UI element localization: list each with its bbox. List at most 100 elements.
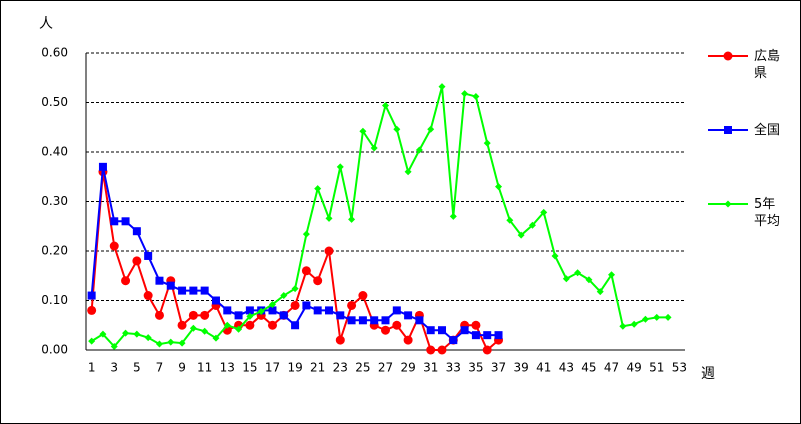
x-tick-label: 43 [559,361,574,375]
marker [155,276,164,285]
marker [324,306,333,315]
legend-label: 広島県 [754,49,781,81]
marker [403,335,413,345]
marker [177,320,187,330]
y-tick-label: 0.60 [41,46,68,60]
marker [381,316,390,325]
x-tick-label: 19 [287,361,302,375]
marker [314,185,322,193]
marker [110,217,119,226]
marker [404,311,413,320]
marker [415,146,423,154]
marker [427,125,435,133]
y-tick-label: 0.10 [41,293,68,307]
marker [382,101,389,109]
marker [268,300,276,308]
marker [392,306,401,315]
x-tick-label: 27 [378,361,393,375]
marker [167,338,175,346]
marker [723,51,733,61]
marker [200,286,209,295]
marker [189,286,198,295]
marker [280,292,288,300]
x-tick-label: 5 [133,361,141,375]
marker [506,216,514,224]
x-tick-label: 31 [423,361,438,375]
x-tick-label: 21 [310,361,325,375]
marker [358,316,367,325]
y-axis-label: 人 [39,16,53,32]
y-tick-label: 0.50 [41,95,68,109]
marker [630,320,638,328]
marker [426,345,436,355]
marker [562,275,570,283]
marker [724,200,732,208]
marker [268,306,277,315]
marker [133,330,141,338]
marker [301,266,311,276]
marker [110,343,118,351]
x-tick-label: 47 [604,361,619,375]
marker [144,334,152,342]
marker [336,163,344,171]
marker [234,311,243,320]
marker [347,300,357,310]
x-tick-label: 23 [333,361,348,375]
x-tick-label: 29 [400,361,415,375]
marker [223,321,231,329]
marker [641,315,649,323]
marker [132,227,141,236]
marker [664,313,672,321]
marker [88,337,96,345]
x-tick-label: 37 [491,361,506,375]
marker [122,329,130,337]
marker [461,90,469,98]
marker [336,311,345,320]
marker [392,320,402,330]
marker [99,330,107,338]
marker [257,307,265,315]
marker [540,208,548,216]
marker [290,300,300,310]
marker [302,301,311,310]
marker [393,125,401,133]
marker [438,83,446,91]
marker [143,291,153,301]
x-tick-label: 45 [581,361,596,375]
marker [313,276,323,286]
x-tick-label: 13 [220,361,235,375]
marker [438,326,447,335]
marker [471,331,480,340]
marker [245,320,255,330]
marker [404,168,412,176]
marker [201,327,209,335]
x-tick-label: 25 [355,361,370,375]
marker [347,316,356,325]
x-axis-label: 週 [701,366,715,382]
x-tick-label: 7 [156,361,164,375]
marker [724,126,732,134]
marker [608,271,616,279]
marker [358,291,368,301]
marker [235,325,243,333]
marker [517,231,525,239]
marker [212,334,220,342]
x-tick-label: 17 [265,361,280,375]
marker [87,291,96,300]
marker [189,324,197,332]
marker [471,320,481,330]
legend-label: 全国 [754,123,781,138]
marker [619,322,627,330]
marker [483,331,492,340]
marker [415,316,424,325]
marker [121,217,130,226]
y-tick-label: 0.00 [41,343,68,357]
x-tick-label: 15 [242,361,257,375]
marker [245,306,254,315]
marker [178,286,187,295]
x-tick-label: 51 [649,361,664,375]
marker [335,335,345,345]
